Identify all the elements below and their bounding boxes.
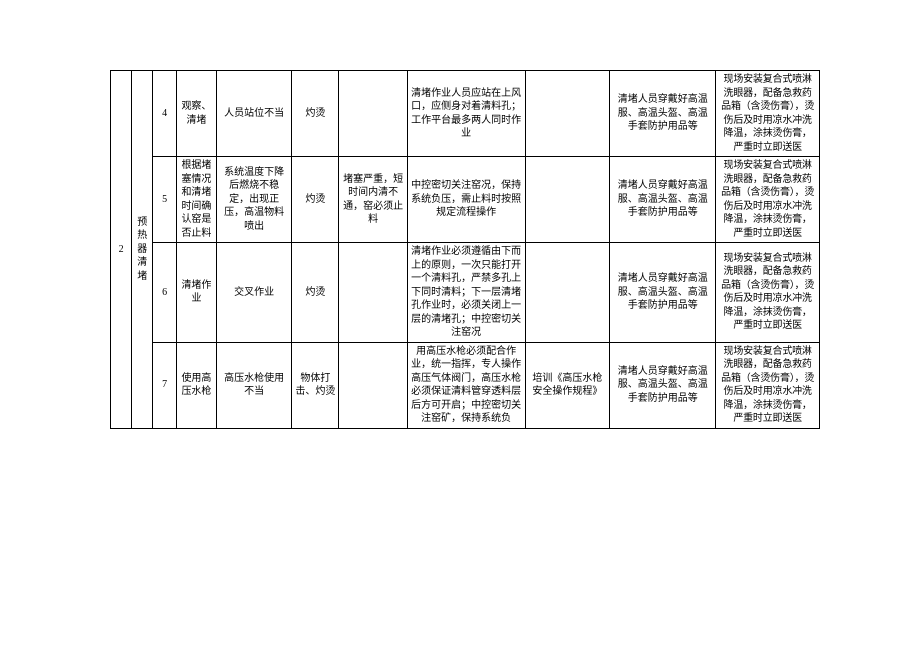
section-title: 预热器清堵 xyxy=(132,71,153,429)
row-condition xyxy=(339,342,407,428)
row-measure: 用高压水枪必须配合作业，统一指挥，专人操作高压气体阀门，高压水枪必须保证清料管穿… xyxy=(407,342,525,428)
row-condition xyxy=(339,243,407,343)
row-measure: 清堵作业必须遵循由下而上的原则，一次只能打开一个清料孔，严禁多孔上下同时清料；下… xyxy=(407,243,525,343)
row-accident: 灼烫 xyxy=(292,157,339,243)
row-cause: 系统温度下降后燃烧不稳定，出现正压，高温物料喷出 xyxy=(216,157,291,243)
row-step: 观察、清堵 xyxy=(176,71,216,157)
row-emergency: 现场安装复合式喷淋洗眼器，配备急救药品箱（含烫伤膏），烫伤后及时用凉水冲洗降温，… xyxy=(716,342,820,428)
row-condition: 堵塞严重，短时间内清不通，窑必须止料 xyxy=(339,157,407,243)
row-ppe: 清堵人员穿戴好高温服、高温头盔、高温手套防护用品等 xyxy=(610,243,716,343)
row-cause: 人员站位不当 xyxy=(216,71,291,157)
row-idx: 6 xyxy=(153,243,177,343)
row-idx: 4 xyxy=(153,71,177,157)
row-condition xyxy=(339,71,407,157)
table-row: 5 根据堵塞情况和清堵时间确认窑是否止料 系统温度下降后燃烧不稳定，出现正压，高… xyxy=(111,157,820,243)
row-training: 培训《高压水枪安全操作规程》 xyxy=(525,342,610,428)
row-accident: 灼烫 xyxy=(292,243,339,343)
row-training xyxy=(525,71,610,157)
row-cause: 高压水枪使用不当 xyxy=(216,342,291,428)
row-idx: 7 xyxy=(153,342,177,428)
section-no: 2 xyxy=(111,71,132,429)
document-page: 2 预热器清堵 4 观察、清堵 人员站位不当 灼烫 清堵作业人员应站在上风口，应… xyxy=(0,0,920,651)
row-ppe: 清堵人员穿戴好高温服、高温头盔、高温手套防护用品等 xyxy=(610,157,716,243)
row-emergency: 现场安装复合式喷淋洗眼器，配备急救药品箱（含烫伤膏），烫伤后及时用凉水冲洗降温，… xyxy=(716,71,820,157)
row-step: 使用高压水枪 xyxy=(176,342,216,428)
row-step: 根据堵塞情况和清堵时间确认窑是否止料 xyxy=(176,157,216,243)
row-cause: 交叉作业 xyxy=(216,243,291,343)
row-accident: 灼烫 xyxy=(292,71,339,157)
row-measure: 中控密切关注窑况，保持系统负压，需止料时按照规定流程操作 xyxy=(407,157,525,243)
row-measure: 清堵作业人员应站在上风口，应侧身对着清料孔；工作平台最多两人同时作业 xyxy=(407,71,525,157)
row-ppe: 清堵人员穿戴好高温服、高温头盔、高温手套防护用品等 xyxy=(610,342,716,428)
row-ppe: 清堵人员穿戴好高温服、高温头盔、高温手套防护用品等 xyxy=(610,71,716,157)
row-emergency: 现场安装复合式喷淋洗眼器，配备急救药品箱（含烫伤膏），烫伤后及时用凉水冲洗降温，… xyxy=(716,157,820,243)
row-idx: 5 xyxy=(153,157,177,243)
table-row: 2 预热器清堵 4 观察、清堵 人员站位不当 灼烫 清堵作业人员应站在上风口，应… xyxy=(111,71,820,157)
row-emergency: 现场安装复合式喷淋洗眼器，配备急救药品箱（含烫伤膏），烫伤后及时用凉水冲洗降温，… xyxy=(716,243,820,343)
table-row: 7 使用高压水枪 高压水枪使用不当 物体打击、灼烫 用高压水枪必须配合作业，统一… xyxy=(111,342,820,428)
row-training xyxy=(525,243,610,343)
row-step: 清堵作业 xyxy=(176,243,216,343)
table-row: 6 清堵作业 交叉作业 灼烫 清堵作业必须遵循由下而上的原则，一次只能打开一个清… xyxy=(111,243,820,343)
hazard-table: 2 预热器清堵 4 观察、清堵 人员站位不当 灼烫 清堵作业人员应站在上风口，应… xyxy=(110,70,820,429)
row-accident: 物体打击、灼烫 xyxy=(292,342,339,428)
row-training xyxy=(525,157,610,243)
